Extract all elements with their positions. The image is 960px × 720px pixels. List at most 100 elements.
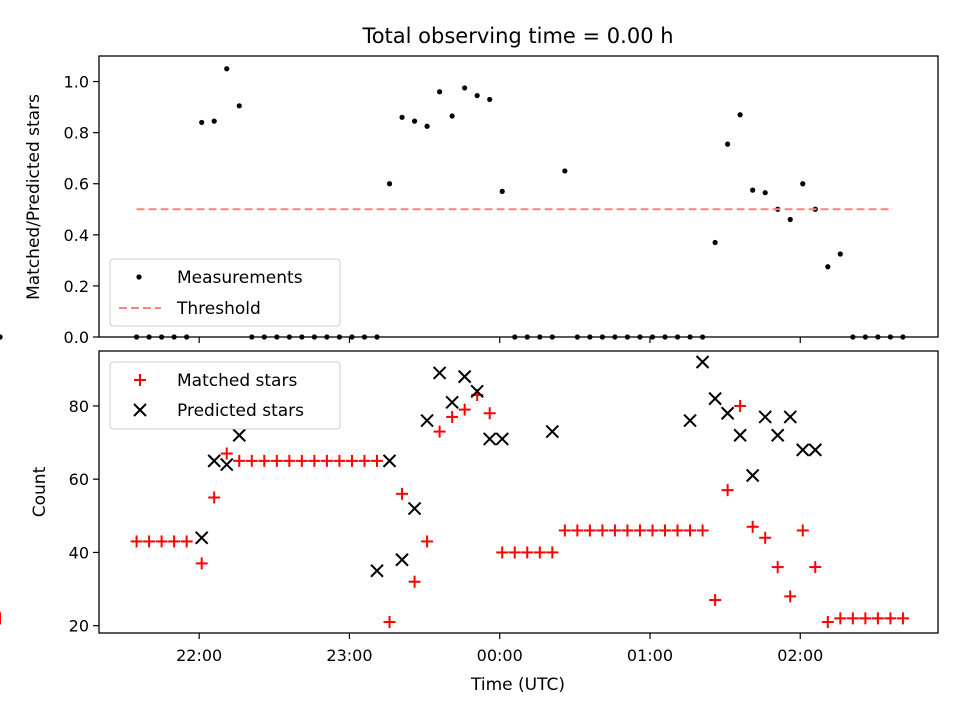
predicted-stars-point: [445, 395, 459, 409]
measurement-point: [800, 181, 806, 187]
predicted-stars-point: [232, 428, 246, 442]
predicted-stars-point: [745, 468, 760, 483]
y-tick-label: 0.0: [64, 328, 89, 347]
matched-stars-point: [784, 590, 797, 603]
matched-stars-point: [709, 594, 722, 607]
y-tick-label: 0.6: [64, 175, 89, 194]
matched-stars-point: [270, 454, 283, 467]
ratio-panel: 0.0 0.2 0.4 0.6 0.8 1.0 Matched/Predicted sta…: [0, 55, 939, 347]
matched-stars-point: [546, 546, 559, 559]
ratio-legend: Measurements Threshold: [109, 258, 341, 327]
measurement-point: [474, 92, 480, 99]
matched-stars-point: [821, 616, 834, 629]
matched-stars-point: [884, 612, 897, 625]
x-tick-label: 00:00: [477, 646, 523, 665]
y-tick-label: 20: [69, 617, 89, 636]
matched-stars-point: [809, 561, 822, 574]
measurement-point: [762, 190, 768, 196]
measurement-point: [725, 141, 731, 147]
matched-stars-point: [871, 612, 884, 625]
matched-stars-point: [168, 535, 181, 548]
measurement-point: [837, 251, 843, 257]
matched-stars-point: [696, 524, 709, 537]
y-tick-label: 60: [69, 470, 89, 489]
matched-stars-point: [258, 454, 271, 467]
predicted-stars-point: [708, 391, 722, 406]
matched-stars-point: [846, 612, 859, 625]
predicted-stars-point: [395, 553, 409, 567]
matched-stars-point: [834, 612, 847, 625]
matched-stars-point: [383, 616, 396, 629]
measurement-point: [211, 118, 217, 124]
predicted-stars-point: [683, 413, 697, 428]
y-tick-label: 0.8: [64, 124, 89, 143]
matched-stars-point: [195, 557, 208, 570]
matched-stars-point: [596, 524, 609, 537]
y-tick-label: 0.2: [64, 277, 89, 296]
matched-stars-point: [308, 454, 321, 467]
x-tick-label: 01:00: [627, 646, 673, 665]
predicted-stars-point: [407, 501, 422, 516]
count-panel-frame: [98, 350, 939, 634]
y-tick-label: 80: [69, 397, 89, 416]
matched-stars-point: [295, 454, 308, 467]
measurement-point: [737, 112, 743, 118]
matched-stars-point: [333, 454, 346, 467]
predicted-stars-point: [808, 443, 822, 457]
legend-matched-marker: [134, 374, 146, 386]
ratio-legend-box: [109, 258, 341, 327]
matched-stars-point: [671, 524, 684, 537]
matched-stars-point: [558, 524, 571, 537]
matched-stars-point: [583, 524, 596, 537]
x-axis-label: Time (UTC): [470, 675, 565, 695]
matched-stars-point: [143, 535, 156, 548]
measurement-point: [411, 118, 418, 124]
count-panel: 20 40 60 80 22:00 23:00 00:00 01:00 02:00 Count…: [0, 350, 939, 695]
matched-stars-point: [245, 454, 258, 467]
measurement-point: [437, 89, 443, 95]
predicted-stars-point: [470, 384, 484, 398]
predicted-stars-point: [370, 564, 384, 578]
predicted-stars-point: [758, 410, 772, 424]
matched-stars-point: [684, 524, 697, 537]
x-tick-label: 23:00: [326, 646, 372, 665]
matched-stars-point: [608, 524, 621, 537]
matched-stars-point: [370, 454, 383, 467]
measurement-point: [462, 85, 468, 91]
ratio-y-axis-label: Matched/Predicted stars: [24, 94, 44, 300]
measurement-point: [499, 188, 505, 194]
legend-predicted-label: Predicted stars: [177, 401, 304, 421]
measurement-point: [787, 216, 793, 223]
matched-stars-point: [896, 612, 909, 625]
matched-stars-point: [320, 454, 333, 467]
count-legend: Matched stars Predicted stars: [109, 361, 341, 430]
matched-stars-point: [283, 454, 296, 467]
measurement-point: [750, 187, 756, 193]
y-tick-label: 1.0: [64, 73, 89, 92]
matched-stars-point: [421, 535, 434, 548]
matched-stars-point: [859, 612, 872, 625]
measurement-point: [449, 113, 455, 119]
measurement-point: [0, 334, 3, 340]
matched-stars-point: [508, 546, 521, 559]
matched-stars-point: [458, 403, 471, 416]
ratio-panel-frame: [98, 55, 939, 338]
matched-stars-point: [796, 524, 809, 537]
count-legend-box: [109, 361, 341, 430]
x-tick-label: 22:00: [176, 646, 222, 665]
matched-stars-point: [345, 454, 358, 467]
measurement-point: [487, 96, 493, 103]
predicted-stars-point: [720, 406, 735, 420]
matched-stars-point: [208, 491, 221, 504]
matched-stars-point: [433, 425, 446, 438]
x-tick-label: 02:00: [777, 646, 823, 665]
measurement-point: [424, 123, 430, 129]
matched-stars-point: [721, 484, 734, 497]
measurement-point: [199, 119, 205, 126]
matched-stars-point: [396, 487, 409, 500]
matched-stars-point: [571, 524, 584, 537]
matched-stars-point: [771, 561, 784, 574]
measurement-point: [562, 168, 568, 174]
predicted-stars-point: [382, 454, 397, 468]
matched-stars-point: [734, 399, 747, 412]
